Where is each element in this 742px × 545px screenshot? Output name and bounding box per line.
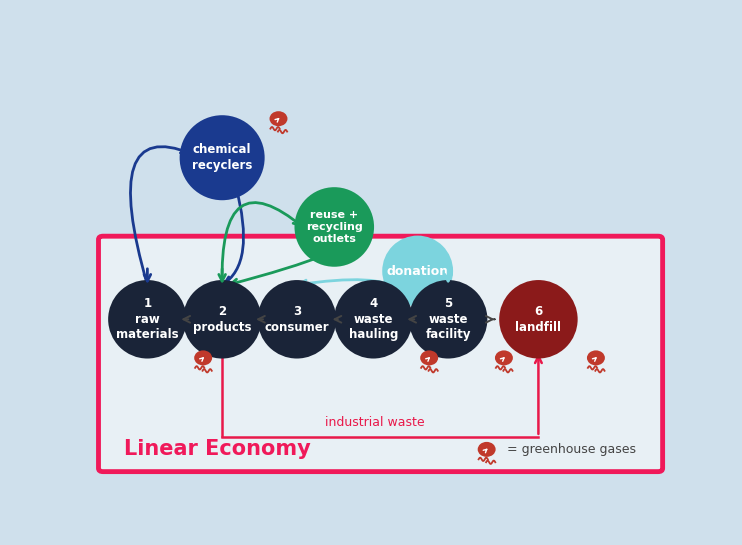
Ellipse shape — [587, 350, 605, 365]
Ellipse shape — [382, 235, 453, 306]
Text: chemical
recyclers: chemical recyclers — [192, 143, 252, 172]
Ellipse shape — [194, 350, 212, 365]
Ellipse shape — [409, 280, 487, 359]
Text: 2
products: 2 products — [193, 305, 252, 334]
Text: reuse +
recycling
outlets: reuse + recycling outlets — [306, 210, 363, 244]
Text: industrial waste: industrial waste — [325, 416, 424, 429]
Text: 4
waste
hauling: 4 waste hauling — [349, 297, 398, 341]
Ellipse shape — [108, 280, 187, 359]
Ellipse shape — [495, 350, 513, 365]
Ellipse shape — [334, 280, 413, 359]
Ellipse shape — [257, 280, 336, 359]
Ellipse shape — [478, 442, 496, 457]
Ellipse shape — [499, 280, 578, 359]
Text: = greenhouse gases: = greenhouse gases — [507, 443, 636, 456]
Text: 6
landfill: 6 landfill — [516, 305, 562, 334]
Ellipse shape — [180, 115, 265, 200]
Text: Linear Economy: Linear Economy — [125, 439, 311, 459]
Text: 1
raw
materials: 1 raw materials — [116, 297, 179, 341]
Ellipse shape — [295, 187, 374, 267]
FancyBboxPatch shape — [99, 236, 663, 471]
Text: 3
consumer: 3 consumer — [265, 305, 329, 334]
Ellipse shape — [269, 111, 287, 126]
Ellipse shape — [183, 280, 261, 359]
Text: 5
waste
facility: 5 waste facility — [425, 297, 471, 341]
Ellipse shape — [420, 350, 438, 365]
Text: donation: donation — [387, 264, 449, 277]
FancyBboxPatch shape — [93, 65, 668, 485]
